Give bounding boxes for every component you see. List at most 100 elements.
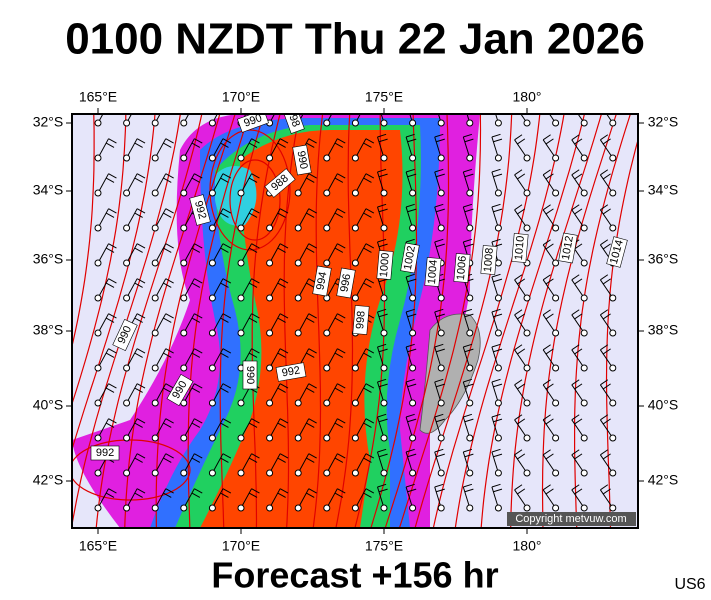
label-box [264,168,296,198]
barb-feather [514,274,523,281]
barb-feather [365,278,375,284]
barb-staff [297,383,310,404]
barb-staff [542,139,557,159]
barb-feather [337,418,346,424]
barb-feather [251,138,260,144]
barb-feather [517,383,526,390]
barb-feather [165,243,174,249]
barb-staff [599,419,614,439]
barb-staff [154,313,167,334]
barb-feather [517,418,526,425]
barb-staff [377,416,385,439]
barb-feather [493,383,503,388]
barb-feather [464,418,474,423]
lat-label: 32°S [648,114,679,130]
station [237,224,245,232]
barb-feather [194,243,203,249]
barb-staff [491,451,499,474]
barb-feather [277,492,286,498]
barb-feather [279,348,289,354]
barb-feather [105,492,115,498]
barb-feather [407,313,417,318]
isobar [480,114,586,528]
label-box [166,373,194,407]
barb-staff [354,453,367,474]
barb-feather [517,278,526,285]
barb-feather [378,138,388,143]
station [609,329,617,337]
barb-feather [407,138,417,143]
station [266,364,274,372]
barb-staff [571,279,585,299]
station [409,364,417,372]
barb-staff [462,451,471,474]
barb-feather [600,414,609,421]
barb-staff [326,278,338,299]
station [409,329,417,337]
barb-feather [308,173,317,179]
barb-feather [279,208,289,214]
barb-feather [134,247,143,253]
station [409,224,417,232]
barb-feather [306,422,315,428]
barb-feather [334,177,344,183]
barb-feather [600,100,607,105]
label-box [376,250,394,280]
barb-feather [378,243,388,248]
station [523,329,531,337]
barb-feather [542,169,551,176]
barb-staff [183,453,195,474]
barb-staff [183,114,190,124]
barb-feather [306,387,315,393]
barb-feather [337,138,346,144]
barb-staff [520,114,528,124]
station [380,399,388,407]
station [494,329,502,337]
station [380,329,388,337]
station [580,399,588,407]
barb-staff [269,453,281,474]
barb-staff [240,138,252,159]
barb-feather [602,418,611,425]
barb-staff [542,279,557,299]
isobar-label: 998 [352,305,370,335]
barb-feather [279,313,289,319]
isobar-label: 998 [281,114,305,134]
barb-staff [354,348,367,369]
barb-feather [363,177,372,183]
station [523,469,531,477]
station [208,399,216,407]
station [294,224,302,232]
forecast: Forecast +156 hr [211,555,498,596]
barb-feather [251,278,260,284]
barb-feather [463,483,473,488]
barb-feather [514,449,523,456]
station [494,294,502,302]
station [437,469,445,477]
barb-feather [405,203,415,208]
barb-feather [306,177,315,183]
barb-staff [154,383,167,404]
barb-feather [306,282,315,288]
barb-staff [377,311,385,334]
barb-feather [365,348,375,354]
barb-feather [464,138,474,143]
barb-staff [599,349,614,369]
barb-feather [464,488,474,493]
barb-feather [542,449,551,456]
barb-staff [183,348,195,369]
barb-feather [463,238,473,243]
barb-feather [377,203,387,208]
barb-staff [462,346,471,369]
station [409,399,417,407]
station [609,294,617,302]
barb-staff [269,278,281,299]
station [523,189,531,197]
barb-feather [545,208,554,215]
station [523,434,531,442]
barb-staff [462,416,471,439]
barb-staff [154,138,167,159]
isobar-label: 994 [312,265,332,297]
barb-staff [491,416,499,439]
station [94,399,102,407]
